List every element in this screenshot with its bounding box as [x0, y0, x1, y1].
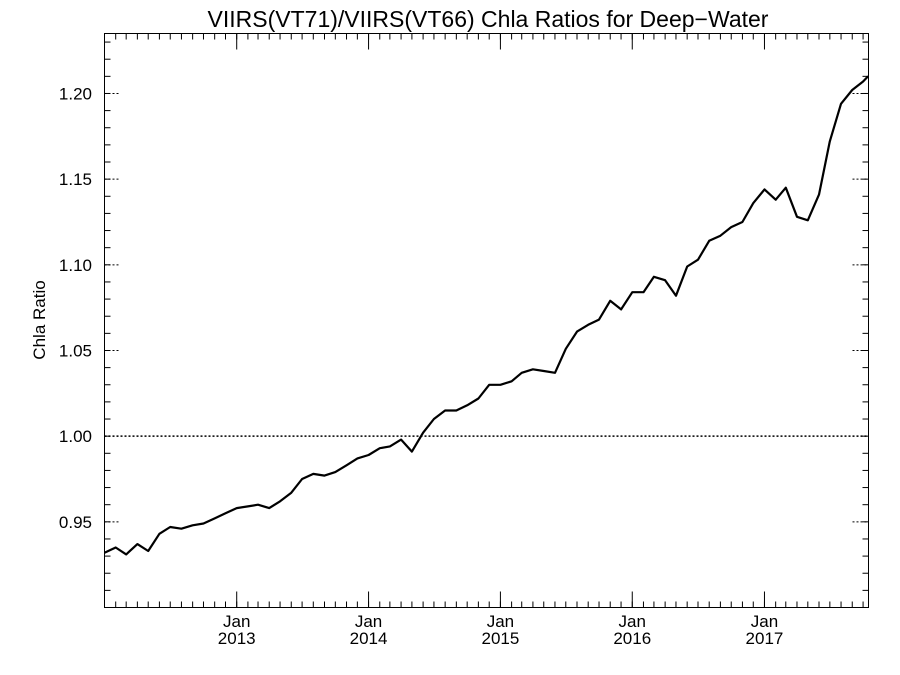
- plot-frame: [104, 33, 869, 608]
- y-tick-label: 1.20: [59, 84, 92, 103]
- major-ticks: [104, 33, 869, 608]
- chart-title: VIIRS(VT71)/VIIRS(VT66) Chla Ratios for …: [208, 6, 769, 32]
- y-tick-label: 1.05: [59, 341, 92, 360]
- x-tick-label-month: Jan: [223, 612, 250, 631]
- x-tick-label-year: 2016: [613, 629, 651, 648]
- minor-ticks: [104, 33, 869, 608]
- series-line-chla-ratio: [104, 75, 869, 556]
- x-tick-label-month: Jan: [619, 612, 646, 631]
- x-tick-label-year: 2013: [218, 629, 256, 648]
- y-tick-label: 1.10: [59, 256, 92, 275]
- x-tick-label-year: 2014: [350, 629, 388, 648]
- x-tick-label-year: 2017: [746, 629, 784, 648]
- y-tick-label: 1.00: [59, 427, 92, 446]
- tick-labels: 0.951.001.051.101.151.20Jan2013Jan2014Ja…: [59, 84, 783, 648]
- y-tick-label: 0.95: [59, 513, 92, 532]
- y-axis-label: Chla Ratio: [30, 280, 49, 359]
- x-tick-label-year: 2015: [481, 629, 519, 648]
- y-tick-label: 1.15: [59, 170, 92, 189]
- x-tick-label-month: Jan: [355, 612, 382, 631]
- x-tick-label-month: Jan: [487, 612, 514, 631]
- x-tick-label-month: Jan: [751, 612, 778, 631]
